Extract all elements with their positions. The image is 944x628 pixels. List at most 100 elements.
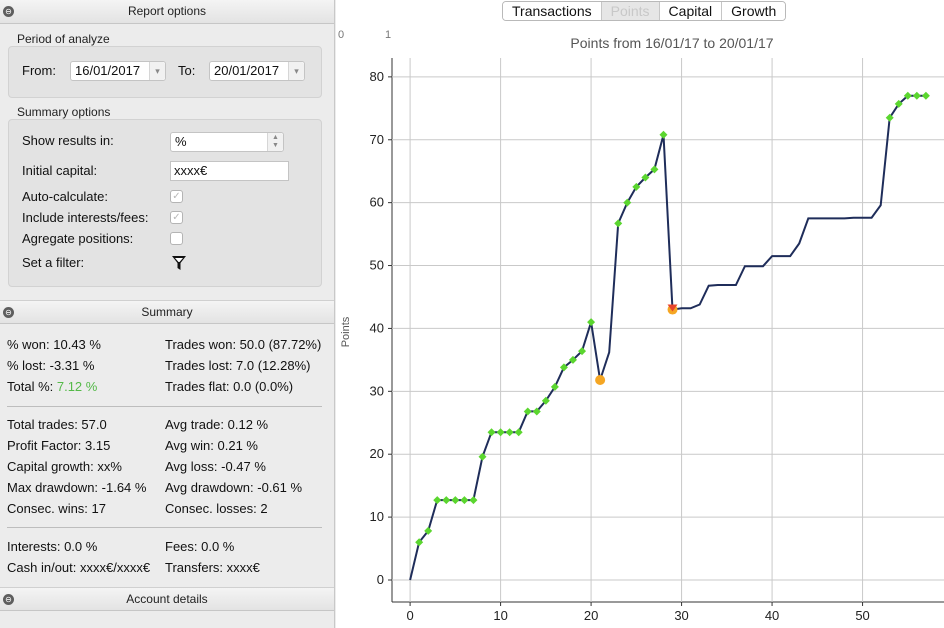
to-date-value: 20/01/2017 — [214, 63, 280, 78]
data-point-win — [532, 407, 541, 416]
tab-transactions[interactable]: Transactions — [503, 2, 602, 20]
initial-capital-input[interactable]: xxxx€ — [170, 161, 289, 181]
data-point-loss — [595, 374, 606, 385]
won-pct: % won: 10.43 % — [7, 337, 101, 352]
y-tick-label: 70 — [370, 132, 384, 147]
y-tick-label: 20 — [370, 446, 384, 461]
from-label: From: — [22, 63, 56, 78]
data-point-win — [559, 363, 568, 372]
x-tick-label: 10 — [493, 608, 507, 623]
data-point-win — [460, 496, 469, 505]
show-results-label: Show results in: — [22, 133, 114, 148]
chevron-down-icon[interactable]: ▾ — [288, 62, 304, 80]
total-trades: Total trades: 57.0 — [7, 417, 107, 432]
stepper-icon[interactable]: ▲ ▼ — [267, 133, 283, 151]
data-point-win — [578, 347, 587, 356]
y-tick-label: 60 — [370, 195, 384, 210]
data-point-win — [478, 452, 487, 461]
y-tick-label: 10 — [370, 509, 384, 524]
y-tick-label: 30 — [370, 383, 384, 398]
data-point-win — [641, 173, 650, 182]
chevron-down-icon[interactable]: ▾ — [149, 62, 165, 80]
aggregate-positions-label: Agregate positions: — [22, 231, 134, 246]
data-point-win — [505, 428, 514, 437]
data-point-win — [424, 526, 433, 535]
summary-options-group: Show results in: % ▲ ▼ Initial capital: x… — [8, 119, 322, 287]
consec-losses: Consec. losses: 2 — [165, 501, 268, 516]
trades-lost: Trades lost: 7.0 (12.28%) — [165, 358, 311, 373]
data-point-win — [451, 496, 460, 505]
report-options-title: Report options — [127, 4, 207, 18]
data-point-win — [496, 428, 505, 437]
from-date-field[interactable]: 16/01/2017 ▾ — [70, 61, 166, 81]
view-tabs: Transactions Points Capital Growth — [502, 1, 787, 21]
account-details-header[interactable]: ⊖ Account details — [0, 587, 334, 611]
data-point-win — [433, 496, 442, 505]
x-tick-label: 40 — [765, 608, 779, 623]
total-pct-label: Total %: — [7, 379, 57, 394]
capital-growth: Capital growth: xx% — [7, 459, 122, 474]
tab-capital[interactable]: Capital — [659, 2, 723, 20]
funnel-icon[interactable] — [171, 255, 187, 272]
tab-growth[interactable]: Growth — [722, 2, 786, 20]
divider — [7, 406, 322, 407]
from-date-value: 16/01/2017 — [75, 63, 141, 78]
avg-drawdown: Avg drawdown: -0.61 % — [165, 480, 303, 495]
to-date-field[interactable]: 20/01/2017 ▾ — [209, 61, 305, 81]
y-tick-label: 40 — [370, 320, 384, 335]
x-tick-label: 30 — [674, 608, 688, 623]
lost-pct: % lost: -3.31 % — [7, 358, 95, 373]
chart-area — [336, 0, 944, 628]
data-point-win — [442, 496, 451, 505]
left-panel: ⊖ Report options Period of analyze From:… — [0, 0, 335, 628]
series-line — [409, 94, 926, 581]
data-point-win — [415, 538, 424, 547]
data-point-win — [550, 382, 559, 391]
profit-factor: Profit Factor: 3.15 — [7, 438, 111, 453]
report-options-header[interactable]: ⊖ Report options — [0, 0, 334, 24]
points-chart[interactable]: 0 1 Points from 16/01/17 to 20/01/17 Poi… — [336, 26, 944, 628]
data-point-win — [921, 91, 930, 100]
aggregate-positions-checkbox[interactable] — [170, 232, 183, 245]
data-point-win — [659, 130, 668, 139]
consec-wins: Consec. wins: 17 — [7, 501, 106, 516]
to-label: To: — [178, 63, 196, 78]
data-point-win — [903, 91, 912, 100]
y-tick-label: 0 — [377, 572, 384, 587]
avg-loss: Avg loss: -0.47 % — [165, 459, 266, 474]
chart-title: Points from 16/01/17 to 20/01/17 — [570, 35, 773, 51]
transfers: Transfers: xxxx€ — [165, 560, 260, 575]
total-pct: Total %: 7.12 % — [7, 379, 97, 394]
plot-area: 0 10 20 30 40 50 60 70 80 0 10 20 30 40 50 — [370, 58, 944, 623]
ruler-label: 1 — [385, 29, 391, 41]
data-point-win — [541, 396, 550, 405]
cash-in-out: Cash in/out: xxxx€/xxxx€ — [7, 560, 151, 575]
collapse-icon[interactable]: ⊖ — [3, 6, 14, 17]
show-results-value: % — [175, 134, 187, 149]
max-drawdown: Max drawdown: -1.64 % — [7, 480, 147, 495]
interests: Interests: 0.0 % — [7, 539, 98, 554]
show-results-select[interactable]: % ▲ ▼ — [170, 132, 284, 152]
data-point-win — [885, 113, 894, 122]
collapse-icon[interactable]: ⊖ — [3, 594, 14, 605]
period-group: From: 16/01/2017 ▾ To: 20/01/2017 ▾ — [8, 46, 322, 98]
avg-trade: Avg trade: 0.12 % — [165, 417, 269, 432]
x-tick-label: 0 — [406, 608, 413, 623]
y-tick-label: 50 — [370, 258, 384, 273]
data-point-win — [614, 219, 623, 228]
data-point-win — [568, 355, 577, 364]
summary-options-title: Summary options — [17, 105, 111, 119]
data-point-win — [650, 165, 659, 174]
data-point-win — [912, 91, 921, 100]
tab-points[interactable]: Points — [601, 2, 660, 20]
data-point-win — [523, 407, 532, 416]
include-interests-label: Include interests/fees: — [22, 210, 149, 225]
summary-header[interactable]: ⊖ Summary — [0, 300, 334, 324]
include-interests-checkbox[interactable]: ✓ — [170, 211, 183, 224]
data-point-win — [894, 99, 903, 108]
collapse-icon[interactable]: ⊖ — [3, 307, 14, 318]
data-point-win — [469, 496, 478, 505]
auto-calculate-checkbox[interactable]: ✓ — [170, 190, 183, 203]
y-tick-label: 80 — [370, 69, 384, 84]
x-tick-label: 20 — [584, 608, 598, 623]
